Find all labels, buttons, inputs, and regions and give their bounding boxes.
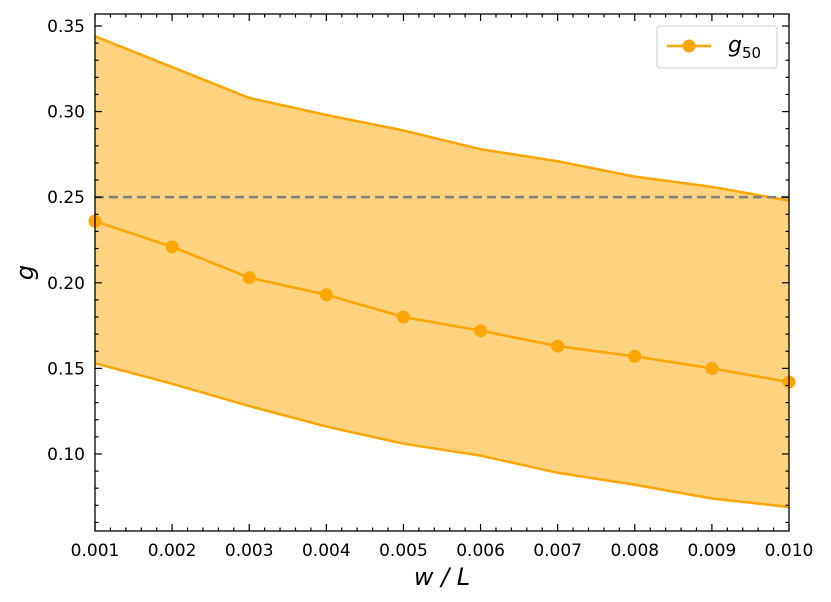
legend-label-main: g <box>728 33 742 58</box>
x-tick-label: 0.010 <box>765 541 814 561</box>
y-tick-label: 0.35 <box>47 17 85 37</box>
x-tick-label: 0.002 <box>148 541 197 561</box>
x-tick-label: 0.001 <box>71 541 120 561</box>
band-fill <box>95 36 789 508</box>
x-tick-label: 0.004 <box>302 541 351 561</box>
x-tick-label: 0.009 <box>688 541 737 561</box>
x-tick-label: 0.007 <box>533 541 582 561</box>
confidence-band <box>94 35 790 509</box>
data-point <box>474 324 488 338</box>
legend: g50 <box>656 25 778 69</box>
data-point <box>705 361 719 375</box>
x-tick-label: 0.003 <box>225 541 274 561</box>
data-point <box>165 240 179 254</box>
legend-label-subscript: 50 <box>742 44 761 62</box>
y-tick-label: 0.15 <box>47 359 85 379</box>
legend-label: g50 <box>728 33 761 62</box>
x-tick-label: 0.005 <box>379 541 428 561</box>
data-point <box>242 271 256 285</box>
y-tick-label: 0.10 <box>47 445 85 465</box>
x-tick-label: 0.008 <box>610 541 659 561</box>
data-point <box>628 349 642 363</box>
tick-labels-layer: 0.001 0.002 0.003 0.004 0.005 0.006 0.007 0.008… <box>47 17 813 561</box>
ticks-layer <box>94 14 790 531</box>
y-axis-label: g <box>11 265 39 280</box>
data-point <box>551 339 565 353</box>
y-tick-label: 0.20 <box>47 274 85 294</box>
legend-marker <box>682 39 696 53</box>
legend-box <box>656 25 778 69</box>
band-upper-edge <box>94 35 790 202</box>
data-point <box>319 288 333 302</box>
y-tick-label: 0.30 <box>47 103 85 123</box>
series-line <box>94 219 790 384</box>
data-point <box>396 310 410 324</box>
x-axis-label: w / L <box>414 563 470 591</box>
x-tick-label: 0.006 <box>456 541 505 561</box>
plot-frame <box>94 13 790 532</box>
band-lower-edge <box>94 362 790 509</box>
series-layer <box>88 214 796 389</box>
y-tick-label: 0.25 <box>47 188 85 208</box>
